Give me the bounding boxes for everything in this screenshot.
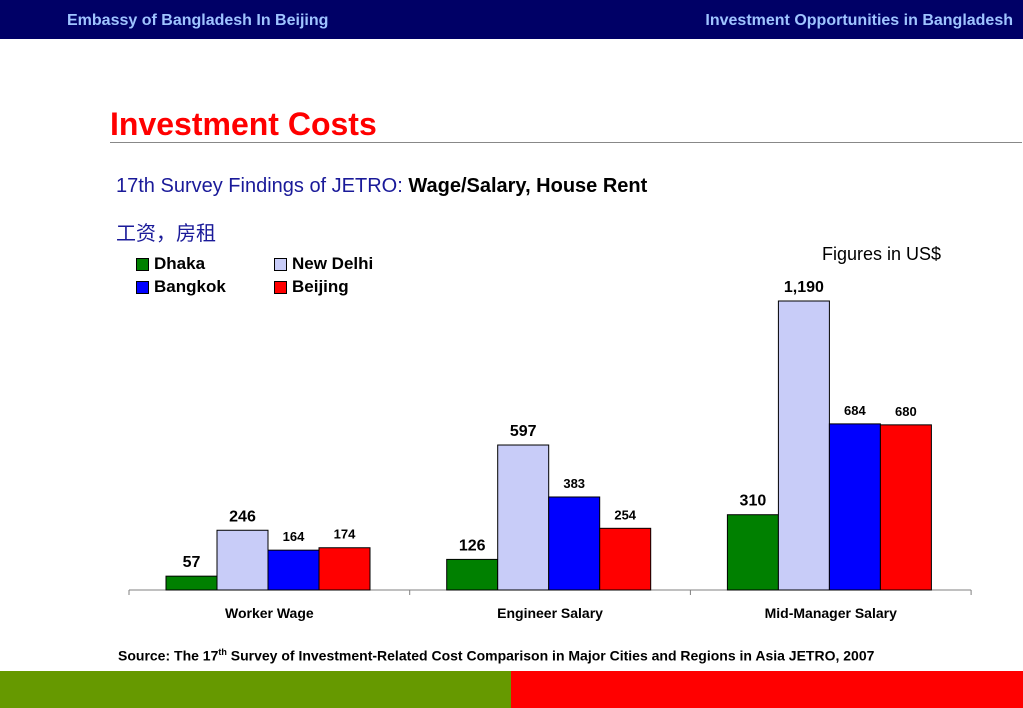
- footer-red-band: [511, 671, 1023, 708]
- data-label-dhaka-mid-manager-salary: 310: [740, 493, 767, 510]
- bar-bangkok-worker-wage: [267, 549, 320, 591]
- bar-dhaka-worker-wage: [165, 575, 218, 591]
- legend-label-dhaka: Dhaka: [154, 254, 206, 273]
- source-suffix: Survey of Investment-Related Cost Compar…: [226, 647, 875, 664]
- legend-label-beijing: Beijing: [292, 277, 349, 296]
- bar-beijing-engineer-salary: [599, 527, 652, 591]
- bar-beijing-worker-wage: [318, 547, 371, 591]
- header-left-text: Embassy of Bangladesh In Beijing: [67, 12, 329, 29]
- data-label-beijing-worker-wage: 174: [334, 527, 356, 542]
- legend-swatch-beijing: [274, 280, 287, 294]
- data-label-bangkok-mid-manager-salary: 684: [844, 403, 866, 418]
- source-prefix: Source: The 17: [118, 647, 219, 664]
- legend-item-dhaka: Dhaka: [136, 254, 205, 274]
- x-tick-label-mid-manager-salary: Mid-Manager Salary: [765, 605, 897, 621]
- bar-new-delhi-mid-manager-salary: [777, 300, 830, 591]
- units-note: Figures in US$: [822, 244, 942, 264]
- legend-swatch-dhaka: [136, 257, 149, 271]
- data-label-bangkok-worker-wage: 164: [283, 529, 305, 544]
- bar-dhaka-mid-manager-salary: [726, 514, 779, 591]
- legend-item-bangkok: Bangkok: [136, 277, 226, 297]
- source-superscript: th: [218, 647, 227, 657]
- data-label-new-delhi-worker-wage: 246: [229, 508, 256, 525]
- footer-green-band: [0, 671, 511, 708]
- x-tick-label-worker-wage: Worker Wage: [225, 605, 314, 621]
- header-right-text: Investment Opportunities in Bangladesh: [705, 12, 1013, 29]
- legend-swatch-bangkok: [136, 280, 149, 294]
- data-label-new-delhi-mid-manager-salary: 1,190: [784, 279, 824, 296]
- data-label-dhaka-engineer-salary: 126: [459, 537, 486, 554]
- subtitle-chinese: 工资，房租: [116, 223, 216, 245]
- legend-label-bangkok: Bangkok: [154, 277, 226, 296]
- legend-swatch-new-delhi: [274, 257, 287, 271]
- header-bar: Embassy of Bangladesh In Beijing Investm…: [0, 0, 1023, 39]
- data-label-beijing-mid-manager-salary: 680: [895, 404, 917, 419]
- data-label-beijing-engineer-salary: 254: [614, 507, 636, 522]
- x-tick-label-engineer-salary: Engineer Salary: [497, 605, 603, 621]
- bar-dhaka-engineer-salary: [446, 558, 499, 591]
- data-label-new-delhi-engineer-salary: 597: [510, 423, 537, 440]
- bar-bangkok-mid-manager-salary: [828, 423, 881, 591]
- legend-item-beijing: Beijing: [274, 277, 349, 297]
- chart-legend: Dhaka New Delhi Bangkok Beijing: [136, 254, 436, 302]
- subtitle-prefix: 17th Survey Findings of JETRO:: [116, 175, 409, 197]
- subtitle-bold: Wage/Salary, House Rent: [408, 175, 648, 197]
- bar-beijing-mid-manager-salary: [879, 424, 932, 591]
- source-note: Source: The 17th Survey of Investment-Re…: [118, 647, 874, 664]
- legend-label-new-delhi: New Delhi: [292, 254, 374, 273]
- slide-subtitle: 17th Survey Findings of JETRO: Wage/Sala…: [116, 175, 647, 198]
- bar-new-delhi-worker-wage: [216, 529, 269, 591]
- legend-item-new-delhi: New Delhi: [274, 254, 373, 274]
- title-divider: [110, 142, 1022, 143]
- data-label-dhaka-worker-wage: 57: [183, 554, 201, 571]
- slide-title: Investment Costs: [110, 106, 377, 142]
- data-label-bangkok-engineer-salary: 383: [563, 476, 585, 491]
- bar-bangkok-engineer-salary: [548, 496, 601, 591]
- bar-new-delhi-engineer-salary: [497, 444, 550, 591]
